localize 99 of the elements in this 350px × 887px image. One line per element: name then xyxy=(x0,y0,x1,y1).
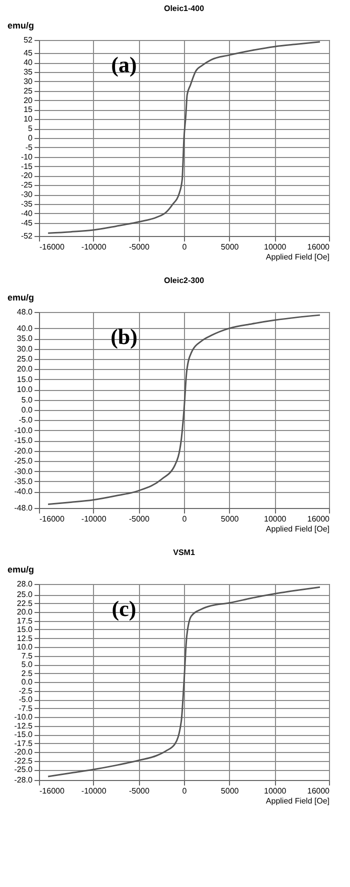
x-tick-label: -5000 xyxy=(128,242,150,252)
y-tick-label: 5.0 xyxy=(21,395,34,404)
y-tick-label: -5.0 xyxy=(18,416,34,425)
annotation: (c) xyxy=(112,596,136,621)
y-tick-label: 40 xyxy=(24,58,34,68)
y-tick-label: 15.0 xyxy=(16,625,34,634)
y-tick-label: 5 xyxy=(28,124,34,134)
y-tick-label: 7.5 xyxy=(21,651,34,660)
x-tick-label: -16000 xyxy=(40,514,65,524)
x-tick-label: -16000 xyxy=(40,242,65,252)
y-tick-label: -7.5 xyxy=(18,704,34,713)
x-tick-label: 16000 xyxy=(307,786,330,796)
y-tick-label: -35 xyxy=(20,199,34,208)
y-axis-title: emu/g xyxy=(8,564,34,574)
x-tick-label: 0 xyxy=(182,786,188,796)
y-tick-label: -40 xyxy=(20,208,34,218)
x-tick-label: 16000 xyxy=(307,514,330,524)
x-tick-label: -5000 xyxy=(128,514,150,524)
y-tick-label: -25 xyxy=(20,180,34,190)
x-tick-label: 5000 xyxy=(220,242,240,252)
y-tick-label: 28.0 xyxy=(16,580,34,588)
y-tick-label: 52 xyxy=(24,36,34,44)
y-tick-label: 35.0 xyxy=(16,334,34,344)
y-tick-label: 25.0 xyxy=(16,590,34,599)
x-tick-label: 0 xyxy=(182,514,188,524)
y-tick-label: 17.5 xyxy=(16,616,34,626)
y-tick-label: -45 xyxy=(20,218,34,228)
y-tick-label: 20.0 xyxy=(16,608,34,616)
y-tick-label: -30.0 xyxy=(14,466,34,476)
y-tick-label: -15.0 xyxy=(14,730,34,739)
y-tick-label: 48.0 xyxy=(16,308,34,316)
y-axis-title: emu/g xyxy=(8,20,34,30)
y-tick-label: 40.0 xyxy=(16,324,34,333)
line-series xyxy=(47,41,321,234)
y-tick-label: -52 xyxy=(20,232,34,240)
y-tick-label: 0.0 xyxy=(21,678,34,686)
y-tick-label: -10 xyxy=(20,152,34,162)
x-tick-label: 0 xyxy=(182,242,188,252)
x-tick-label: 10000 xyxy=(264,514,287,524)
y-tick-label: -40.0 xyxy=(14,487,34,496)
x-tick-label: 5000 xyxy=(220,514,240,524)
y-tick-label: 15 xyxy=(24,105,34,114)
y-tick-label: 30 xyxy=(24,76,34,86)
y-tick-label: 10.0 xyxy=(16,385,34,394)
x-tick-label: -5000 xyxy=(128,786,150,796)
x-tick-label: 10000 xyxy=(264,786,287,796)
x-tick-label: -10000 xyxy=(81,514,107,524)
x-tick-label: -10000 xyxy=(81,786,107,796)
y-tick-label: -48.0 xyxy=(14,504,34,512)
y-tick-label: -15 xyxy=(20,162,34,171)
y-tick-label: -2.5 xyxy=(18,686,34,696)
y-tick-label: 10.0 xyxy=(16,642,34,652)
chart-title: VSM1 xyxy=(173,548,196,557)
y-tick-label: 20.0 xyxy=(16,364,34,374)
y-tick-label: -20.0 xyxy=(14,748,34,756)
y-tick-label: -10.0 xyxy=(14,426,34,435)
y-tick-label: -30 xyxy=(20,190,34,200)
x-tick-label: 5000 xyxy=(220,786,240,796)
y-tick-label: 20 xyxy=(24,96,34,105)
y-tick-label: -5 xyxy=(25,142,34,152)
y-tick-label: -20.0 xyxy=(14,446,34,456)
y-tick-label: -20 xyxy=(20,171,34,180)
y-axis-title: emu/g xyxy=(8,292,34,302)
y-tick-label: 5.0 xyxy=(21,660,34,669)
y-tick-label: 25.0 xyxy=(16,354,34,364)
x-tick-label: -16000 xyxy=(40,786,65,796)
y-tick-label: 25 xyxy=(24,86,34,96)
y-tick-label: 22.5 xyxy=(16,598,34,608)
y-tick-label: 30.0 xyxy=(16,344,34,354)
chart-title: Oleic2-300 xyxy=(164,276,205,285)
y-tick-label: 2.5 xyxy=(21,668,34,678)
y-tick-label: -25.0 xyxy=(14,765,34,774)
annotation: (b) xyxy=(110,324,138,349)
y-tick-label: 35 xyxy=(24,68,34,77)
x-axis-title: Applied Field [Oe] xyxy=(266,524,330,534)
line-series xyxy=(47,314,321,506)
y-tick-label: -10.0 xyxy=(14,712,34,722)
y-tick-label: -28.0 xyxy=(14,776,34,784)
y-tick-label: 10 xyxy=(24,114,34,124)
chart-title: Oleic1-400 xyxy=(164,4,205,13)
y-tick-label: -12.5 xyxy=(14,721,34,730)
y-tick-label: 12.5 xyxy=(16,634,34,643)
x-tick-label: 16000 xyxy=(307,242,330,252)
y-tick-label: -15.0 xyxy=(14,436,34,446)
annotation: (a) xyxy=(111,52,137,77)
y-tick-label: -5.0 xyxy=(18,695,34,704)
x-axis-title: Applied Field [Oe] xyxy=(266,252,330,262)
line-series xyxy=(47,586,321,778)
y-tick-label: -35.0 xyxy=(14,476,34,486)
y-tick-label: 0 xyxy=(28,134,34,142)
y-tick-label: -25.0 xyxy=(14,456,34,466)
y-tick-label: -17.5 xyxy=(14,738,34,748)
y-tick-label: -22.5 xyxy=(14,756,34,766)
x-tick-label: 10000 xyxy=(264,242,287,252)
y-tick-label: 0.0 xyxy=(21,406,34,414)
y-tick-label: 45 xyxy=(24,48,34,58)
x-axis-title: Applied Field [Oe] xyxy=(266,796,330,806)
x-tick-label: -10000 xyxy=(81,242,107,252)
y-tick-label: 15.0 xyxy=(16,374,34,384)
